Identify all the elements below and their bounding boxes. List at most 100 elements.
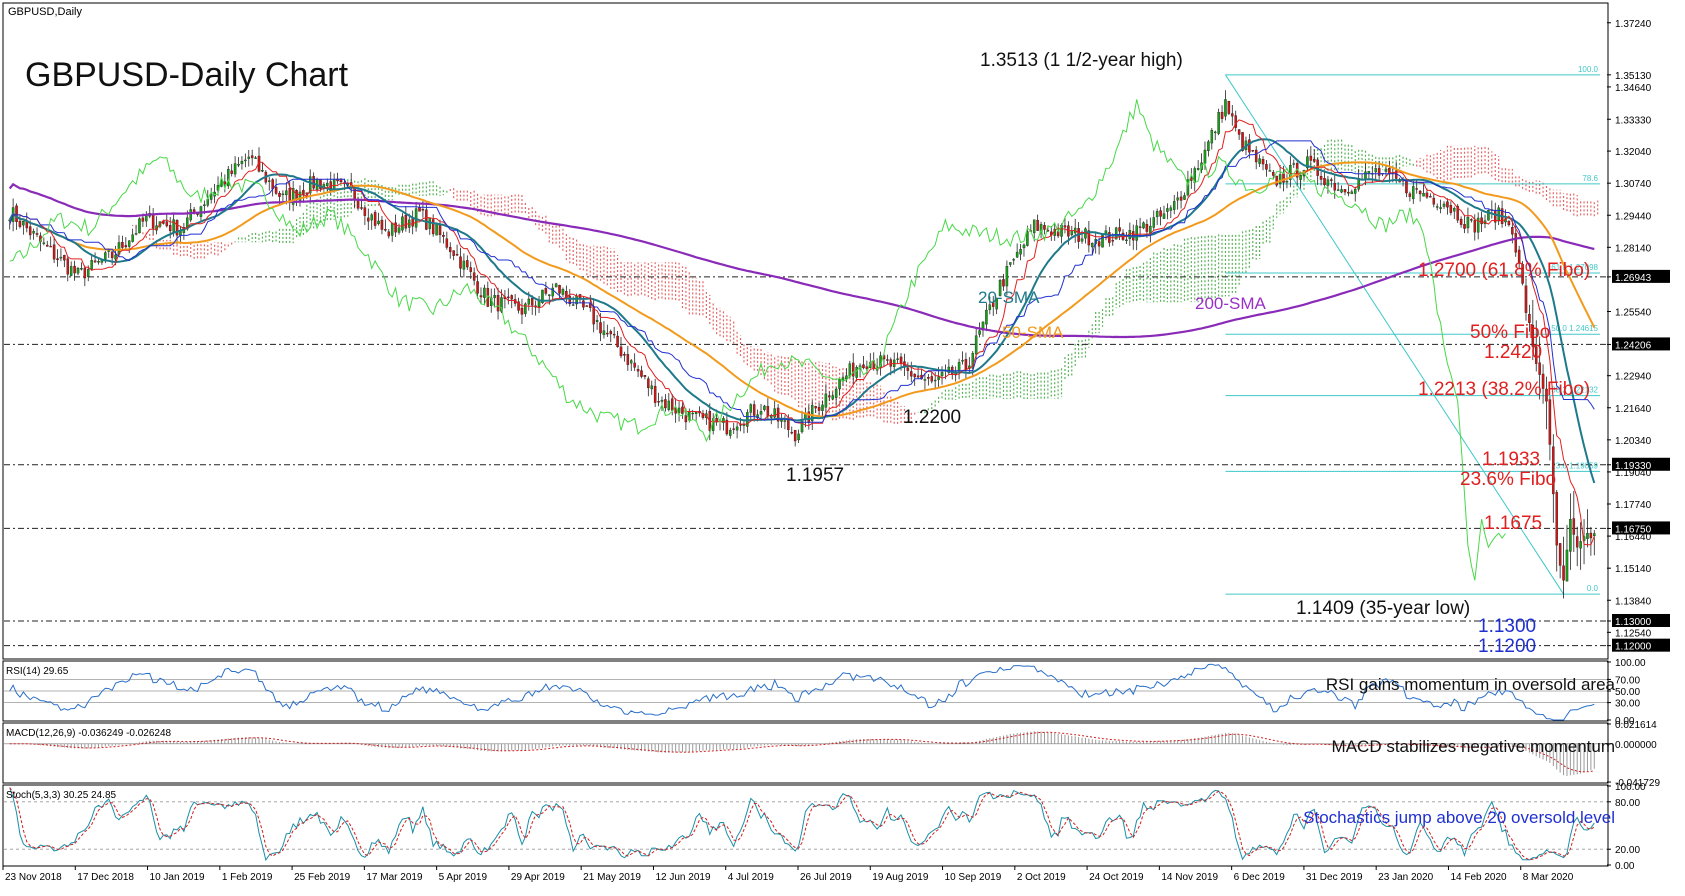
candle-body: [87, 269, 90, 277]
candle-body: [629, 360, 633, 364]
candle-body: [380, 219, 384, 230]
date-tick-label: 29 Apr 2019: [511, 872, 565, 883]
candle-body: [831, 395, 834, 400]
candle-body: [961, 360, 964, 362]
candle-body: [817, 407, 821, 411]
candle-body: [52, 244, 56, 260]
date-tick-label: 23 Jan 2020: [1378, 872, 1433, 883]
candle-body: [1152, 217, 1156, 228]
candle-body: [520, 307, 524, 315]
candle-body: [46, 244, 49, 247]
candle-body: [602, 330, 606, 335]
stoch-panel: [2, 784, 1609, 867]
candle-body: [1231, 113, 1234, 117]
candle-body: [165, 221, 169, 227]
candle-body: [1422, 193, 1425, 197]
candle-body: [175, 220, 179, 236]
candle-body: [63, 255, 66, 261]
candle-body: [1012, 259, 1015, 261]
candle-body: [1545, 388, 1548, 402]
candle-body: [694, 412, 698, 414]
symbol-header: GBPUSD,Daily: [8, 6, 82, 18]
candle-body: [814, 406, 817, 409]
price-tick-label: 1.25540: [1615, 308, 1652, 319]
rsi-line: [9, 663, 1595, 721]
price-tick-label: 1.24206: [1615, 340, 1652, 351]
candle-body: [288, 188, 291, 203]
annotation-1-2200: 1.2200: [903, 407, 961, 428]
candle-body: [73, 265, 76, 274]
date-tick-label: 5 Apr 2019: [439, 872, 488, 883]
candle-body: [80, 268, 83, 270]
candle-body: [244, 159, 247, 162]
annotation-high: 1.3513 (1 1/2-year high): [980, 50, 1183, 71]
candle-body: [1534, 346, 1538, 364]
candle-body: [18, 220, 22, 227]
date-tick-label: 4 Jul 2019: [728, 872, 775, 883]
candle-body: [1531, 324, 1535, 347]
candle-body: [326, 182, 329, 187]
candle-body: [554, 283, 558, 288]
candle-body: [1032, 219, 1036, 234]
candle-body: [1196, 168, 1200, 170]
candle-body: [281, 193, 285, 196]
candle-body: [295, 190, 298, 200]
candle-body: [1487, 210, 1490, 221]
price-tick-highlight: [1612, 521, 1670, 535]
label-sma20: 20-SMA: [978, 288, 1040, 307]
candle-body: [759, 411, 763, 415]
candle-body: [425, 209, 428, 230]
candle-body: [824, 393, 828, 408]
candle-body: [278, 192, 281, 197]
price-tick-label: 1.37240: [1615, 19, 1652, 30]
candle-body: [793, 429, 797, 442]
candle-body: [186, 217, 189, 230]
candle-body: [1005, 266, 1009, 287]
candle-body: [1333, 182, 1336, 191]
candle-body: [308, 176, 312, 194]
candle-body: [1176, 197, 1179, 201]
candle-body: [1009, 262, 1012, 265]
candle-body: [1538, 362, 1541, 375]
candle-body: [541, 289, 544, 304]
price-tick-label: 1.28140: [1615, 243, 1652, 254]
candle-body: [886, 359, 889, 361]
date-tick-label: 8 Mar 2020: [1523, 872, 1574, 883]
price-tick-label: 1.16440: [1615, 532, 1652, 543]
candle-body: [910, 371, 913, 377]
candle-body: [203, 204, 206, 207]
candle-body: [660, 399, 664, 402]
price-tick-label: 1.33330: [1615, 115, 1652, 126]
candle-body: [582, 300, 585, 308]
candle-body: [312, 176, 315, 189]
date-tick-label: 17 Mar 2019: [366, 872, 423, 883]
candle-body: [1043, 225, 1046, 230]
date-tick-label: 17 Dec 2018: [77, 872, 134, 883]
candle-body: [261, 170, 264, 172]
annotation-1-1200: 1.1200: [1478, 636, 1536, 657]
candle-body: [1224, 99, 1227, 117]
candle-body: [1541, 373, 1545, 389]
price-tick-label: 1.16750: [1615, 524, 1652, 535]
candle-body: [1166, 208, 1169, 212]
price-tick-label: 1.29440: [1615, 211, 1652, 222]
candle-body: [589, 303, 592, 308]
macd-title: MACD(12,26,9) -0.036249 -0.026248: [6, 728, 172, 739]
candle-body: [104, 252, 107, 260]
date-tick-label: 2 Oct 2019: [1017, 872, 1066, 883]
candle-body: [1036, 219, 1039, 231]
annotation-low: 1.1409 (35-year low): [1296, 598, 1470, 619]
candle-body: [445, 238, 449, 248]
price-tick-label: 1.12000: [1615, 642, 1652, 653]
candle-body: [404, 214, 408, 229]
price-tick-label: 1.22940: [1615, 372, 1652, 383]
candle-body: [421, 209, 425, 211]
candle-body: [664, 399, 667, 409]
candle-body: [1179, 196, 1183, 201]
candle-body: [585, 305, 589, 307]
price-tick-label: 1.21640: [1615, 404, 1652, 415]
candle-body: [923, 379, 927, 381]
candle-body: [28, 226, 32, 236]
price-panel: [2, 2, 1609, 660]
candle-body: [1432, 197, 1436, 205]
